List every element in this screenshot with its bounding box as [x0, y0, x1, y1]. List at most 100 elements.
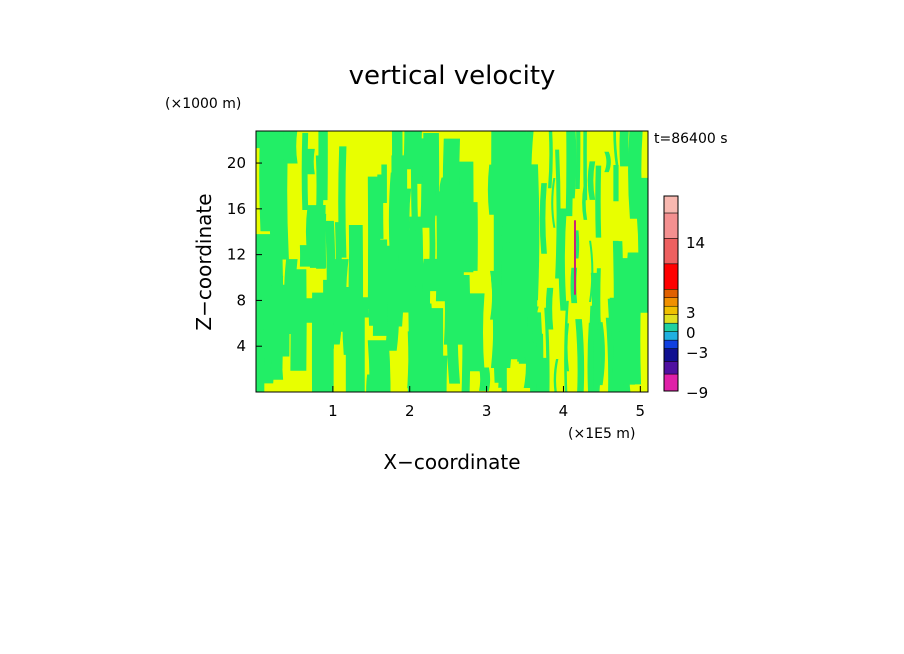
colorbar-tick-label: −3 — [686, 344, 708, 362]
downdraft-streak — [461, 274, 471, 392]
downdraft-streak — [315, 155, 324, 216]
y-tick-label: 12 — [227, 246, 246, 264]
downdraft-streak — [256, 341, 265, 392]
colorbar-tick-label: 3 — [686, 304, 696, 322]
downdraft-streak — [598, 322, 605, 386]
colorbar-swatch — [663, 195, 679, 214]
downdraft-streak — [348, 224, 364, 358]
downdraft-streak — [575, 230, 580, 259]
downdraft-streak — [440, 355, 448, 392]
downdraft-streak — [263, 326, 272, 375]
downdraft-streak — [305, 205, 320, 259]
time-label: t=86400 s — [654, 131, 728, 147]
downdraft-streak — [435, 191, 455, 302]
colorbar-swatch — [663, 263, 679, 290]
downdraft-streak — [605, 317, 613, 392]
downdraft-streak — [402, 131, 416, 170]
downdraft-streak — [595, 165, 602, 238]
downdraft-streak — [589, 240, 594, 302]
downdraft-streak — [628, 131, 644, 219]
downdraft-streak — [323, 279, 334, 392]
downdraft-streak — [371, 222, 382, 244]
downdraft-streak — [558, 208, 567, 311]
downdraft-streak — [355, 297, 371, 318]
colorbar-swatch — [663, 331, 679, 341]
x-tick-label: 2 — [405, 402, 415, 420]
colorbar-swatch — [663, 348, 679, 362]
downdraft-streak — [490, 131, 502, 189]
downdraft-streak — [612, 240, 620, 374]
downdraft-streak — [531, 215, 539, 343]
colorbar-tick-label: −9 — [686, 384, 708, 402]
plot-frame — [255, 130, 649, 393]
x-tick-label: 4 — [559, 402, 569, 420]
downdraft-streak — [417, 153, 439, 177]
x-axis-label: X−coordinate — [383, 450, 520, 474]
downdraft-streak — [302, 148, 315, 175]
colorbar-swatch — [663, 297, 679, 307]
colorbar-swatch — [663, 238, 679, 265]
downdraft-streak — [575, 319, 585, 392]
downdraft-streak — [422, 258, 440, 292]
chart-title: vertical velocity — [349, 61, 556, 91]
x-axis-ticks: 1 2 3 4 5 — [328, 386, 645, 420]
downdraft-streak — [463, 202, 478, 271]
colorbar — [663, 195, 679, 392]
x-axis-unit: (×1E5 m) — [568, 426, 635, 442]
velocity-field — [256, 131, 648, 392]
downdraft-streak — [338, 146, 347, 258]
downdraft-streak — [604, 151, 611, 173]
downdraft-streak — [366, 374, 373, 392]
downdraft-streak — [407, 286, 425, 389]
downdraft-streak — [570, 267, 578, 304]
downdraft-streak — [583, 131, 588, 201]
downdraft-streak — [282, 131, 298, 164]
colorbar-swatch — [663, 373, 679, 392]
downdraft-streak — [619, 131, 630, 167]
downdraft-streak — [332, 259, 349, 332]
downdraft-streak — [290, 269, 307, 371]
downdraft-streak — [381, 164, 387, 203]
downdraft-streak — [507, 289, 528, 358]
downdraft-streak — [613, 131, 619, 166]
downdraft-streak — [372, 239, 388, 336]
colorbar-swatch — [663, 361, 679, 375]
y-tick-label: 4 — [236, 337, 246, 355]
y-tick-label: 20 — [227, 154, 246, 172]
downdraft-streak — [479, 367, 491, 391]
downdraft-streak — [568, 131, 577, 199]
downdraft-streak — [539, 183, 547, 254]
colorbar-swatch — [663, 322, 679, 332]
colorbar-tick-label: 0 — [686, 324, 696, 342]
x-tick-label: 3 — [482, 402, 492, 420]
downdraft-streak — [393, 277, 404, 327]
y-axis-label: Z−coordinate — [192, 193, 216, 330]
downdraft-streak — [495, 235, 503, 369]
downdraft-streak — [587, 322, 595, 392]
colorbar-swatch — [663, 305, 679, 315]
plot-area — [255, 130, 649, 393]
downdraft-streak — [548, 131, 553, 189]
colorbar-frame — [663, 195, 679, 392]
colorbar-tick-label: 14 — [686, 234, 705, 252]
downdraft-streak — [587, 161, 596, 200]
colorbar-swatch — [663, 289, 679, 298]
y-tick-label: 16 — [227, 200, 246, 218]
downdraft-streak — [270, 275, 284, 380]
downdraft-streak — [590, 272, 599, 330]
colorbar-swatch — [663, 339, 679, 349]
x-tick-label: 5 — [636, 402, 646, 420]
downdraft-streak — [553, 359, 559, 392]
y-axis-ticks: 4 8 12 16 20 — [227, 154, 262, 355]
downdraft-streak — [613, 164, 619, 202]
downdraft-streak — [636, 214, 648, 297]
downdraft-streak — [544, 307, 550, 392]
x-tick-label: 1 — [328, 402, 338, 420]
downdraft-streak — [565, 323, 570, 372]
downdraft-streak — [259, 131, 278, 232]
y-tick-label: 8 — [236, 291, 246, 309]
y-axis-unit: (×1000 m) — [165, 96, 241, 112]
downdraft-streak — [575, 131, 581, 189]
downdraft-streak — [367, 340, 391, 392]
